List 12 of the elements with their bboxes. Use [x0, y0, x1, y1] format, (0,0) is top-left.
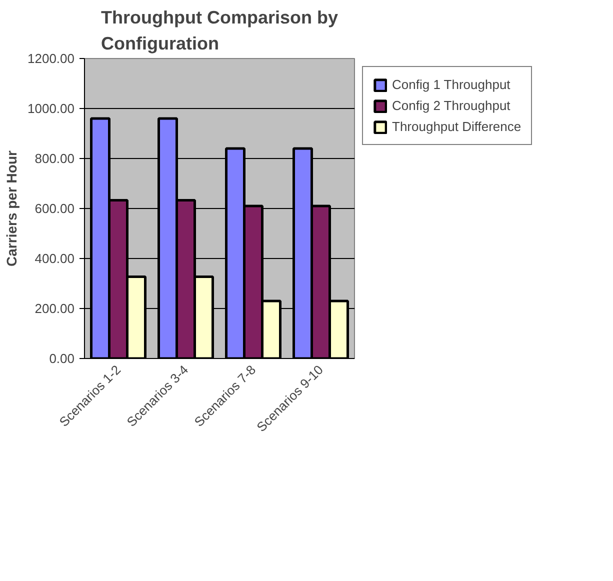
y-tick-label: 1000.00	[28, 101, 75, 116]
legend-label: Throughput Difference	[392, 119, 522, 134]
y-tick-label: 0.00	[49, 351, 75, 366]
legend-label: Config 2 Throughput	[392, 98, 510, 113]
legend-label: Config 1 Throughput	[392, 77, 510, 92]
y-tick-label: 400.00	[34, 251, 75, 266]
chart-title: Throughput Comparison by Configuration	[101, 8, 338, 54]
y-tick-label: 600.00	[34, 201, 75, 216]
y-tick-label: 1200.00	[28, 51, 75, 66]
y-tick-label: 200.00	[34, 301, 75, 316]
y-tick-label: 800.00	[34, 151, 75, 166]
y-axis-title: Carriers per Hour	[4, 150, 20, 266]
